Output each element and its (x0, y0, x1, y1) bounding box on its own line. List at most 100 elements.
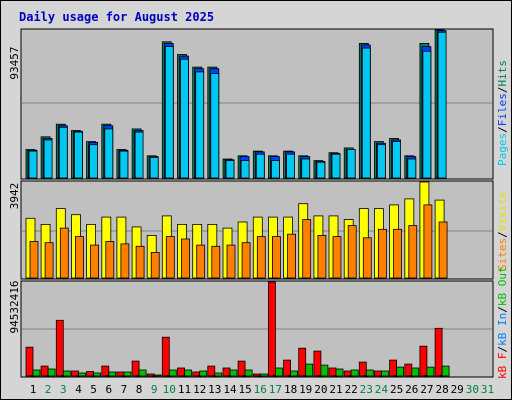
day-tick-label: 21 (329, 383, 342, 396)
pages-bar (195, 71, 205, 179)
kbf-bar (404, 363, 413, 377)
pages-bar (225, 160, 235, 179)
day-axis: 1 2 3 4 5 6 7 8 9 10 11 12 13 14 15 16 17 18 19 20 21 22 23 24 2… (30, 383, 494, 396)
visits-max-label: 3942 (8, 183, 21, 210)
visits-bars (25, 181, 448, 279)
kilobytes-legend: kB F/kB In/kB Out (496, 266, 509, 379)
pages-bar (346, 149, 356, 179)
sites-bar (423, 204, 433, 279)
sites-bar (377, 228, 387, 279)
kbout-bar (123, 371, 132, 377)
pages-bar (210, 73, 220, 179)
kbf-bar (373, 370, 382, 377)
legend-kbout: kB Out (496, 266, 509, 306)
kbf-bar (283, 359, 292, 377)
chart-title: Daily usage for August 2025 (19, 10, 214, 24)
pages-bar (104, 128, 114, 179)
day-tick-label: 28 (435, 383, 448, 396)
pages-bar (316, 161, 326, 179)
day-tick-label: 13 (208, 383, 221, 396)
hits-max-label: 93457 (8, 46, 21, 79)
kbf-bar (25, 346, 34, 377)
pages-bar (89, 144, 98, 179)
sites-bar (196, 244, 206, 279)
pages-bar (407, 158, 417, 179)
pages-bar (437, 31, 447, 179)
sites-bar (181, 238, 190, 279)
day-tick-label: 25 (390, 383, 403, 396)
day-tick-label: 1 (30, 383, 37, 396)
kbout-bar (214, 372, 223, 377)
kbout-bar (184, 369, 192, 377)
kbout-bar (290, 370, 299, 377)
sites-bar (241, 242, 251, 279)
day-tick-label: 18 (284, 383, 297, 396)
pages-bar (255, 153, 265, 179)
kbout-bar (32, 369, 41, 377)
kilobytes-bars (25, 281, 450, 377)
legend-sep: / (496, 126, 509, 133)
day-tick-label: 22 (345, 383, 358, 396)
sites-bar (90, 244, 99, 279)
day-tick-label: 26 (405, 383, 418, 396)
day-tick-label: 20 (314, 383, 327, 396)
legend-visits: Visits (496, 192, 509, 232)
kbf-bar (313, 350, 322, 377)
kbout-bar (305, 363, 314, 377)
kbout-bar (396, 366, 405, 377)
sites-bar (105, 241, 115, 279)
legend-sep: / (496, 87, 509, 94)
kbout-bar (426, 366, 435, 377)
pages-bar (240, 160, 250, 179)
pages-bar (301, 158, 311, 179)
legend-sep: / (496, 231, 509, 238)
sites-bar (211, 245, 221, 279)
kbf-bar (131, 360, 140, 377)
day-tick-label: 8 (136, 383, 143, 396)
day-tick-label: 19 (299, 383, 312, 396)
kbout-bar (199, 370, 208, 377)
pages-bar (392, 141, 402, 179)
pages-bar (134, 131, 144, 179)
day-tick-label: 3 (60, 383, 67, 396)
pages-bar (43, 139, 53, 179)
kbf-bar (267, 281, 276, 377)
sites-bar (226, 244, 236, 279)
kbf-bar (237, 360, 246, 377)
kbout-bar (153, 374, 162, 377)
pages-bar (58, 126, 68, 179)
pages-bar (422, 50, 432, 179)
sites-bar (29, 241, 39, 279)
sites-bar (150, 251, 160, 279)
kbout-bar (335, 368, 344, 377)
pages-bar (180, 58, 189, 179)
day-tick-label: 9 (151, 383, 158, 396)
pages-bar (119, 150, 129, 179)
sites-bar (362, 237, 372, 279)
kbf-bar (434, 327, 443, 377)
kbout-bar (441, 365, 450, 377)
legend-kbin: kB In (496, 313, 509, 346)
sites-bar (347, 225, 357, 279)
sites-bar (165, 236, 175, 279)
pages-bar (361, 47, 371, 179)
kbf-bar (358, 361, 367, 377)
pages-bar (28, 150, 38, 179)
day-tick-label: 14 (223, 383, 237, 396)
day-tick-label: 23 (360, 383, 373, 396)
legend-hits: Hits (496, 60, 509, 87)
sites-bar (408, 225, 418, 279)
kbf-bar (55, 319, 64, 377)
kbf-bar (101, 365, 110, 377)
pages-bar (376, 144, 386, 179)
legend-sites: Sites (496, 238, 509, 271)
day-tick-label: 31 (481, 383, 494, 396)
pages-bar (270, 160, 280, 179)
sites-bar (332, 236, 342, 279)
day-tick-label: 4 (75, 383, 82, 396)
day-tick-label: 12 (193, 383, 206, 396)
kbout-bar (108, 371, 117, 377)
day-tick-label: 15 (238, 383, 251, 396)
kbf-bar (177, 367, 185, 377)
